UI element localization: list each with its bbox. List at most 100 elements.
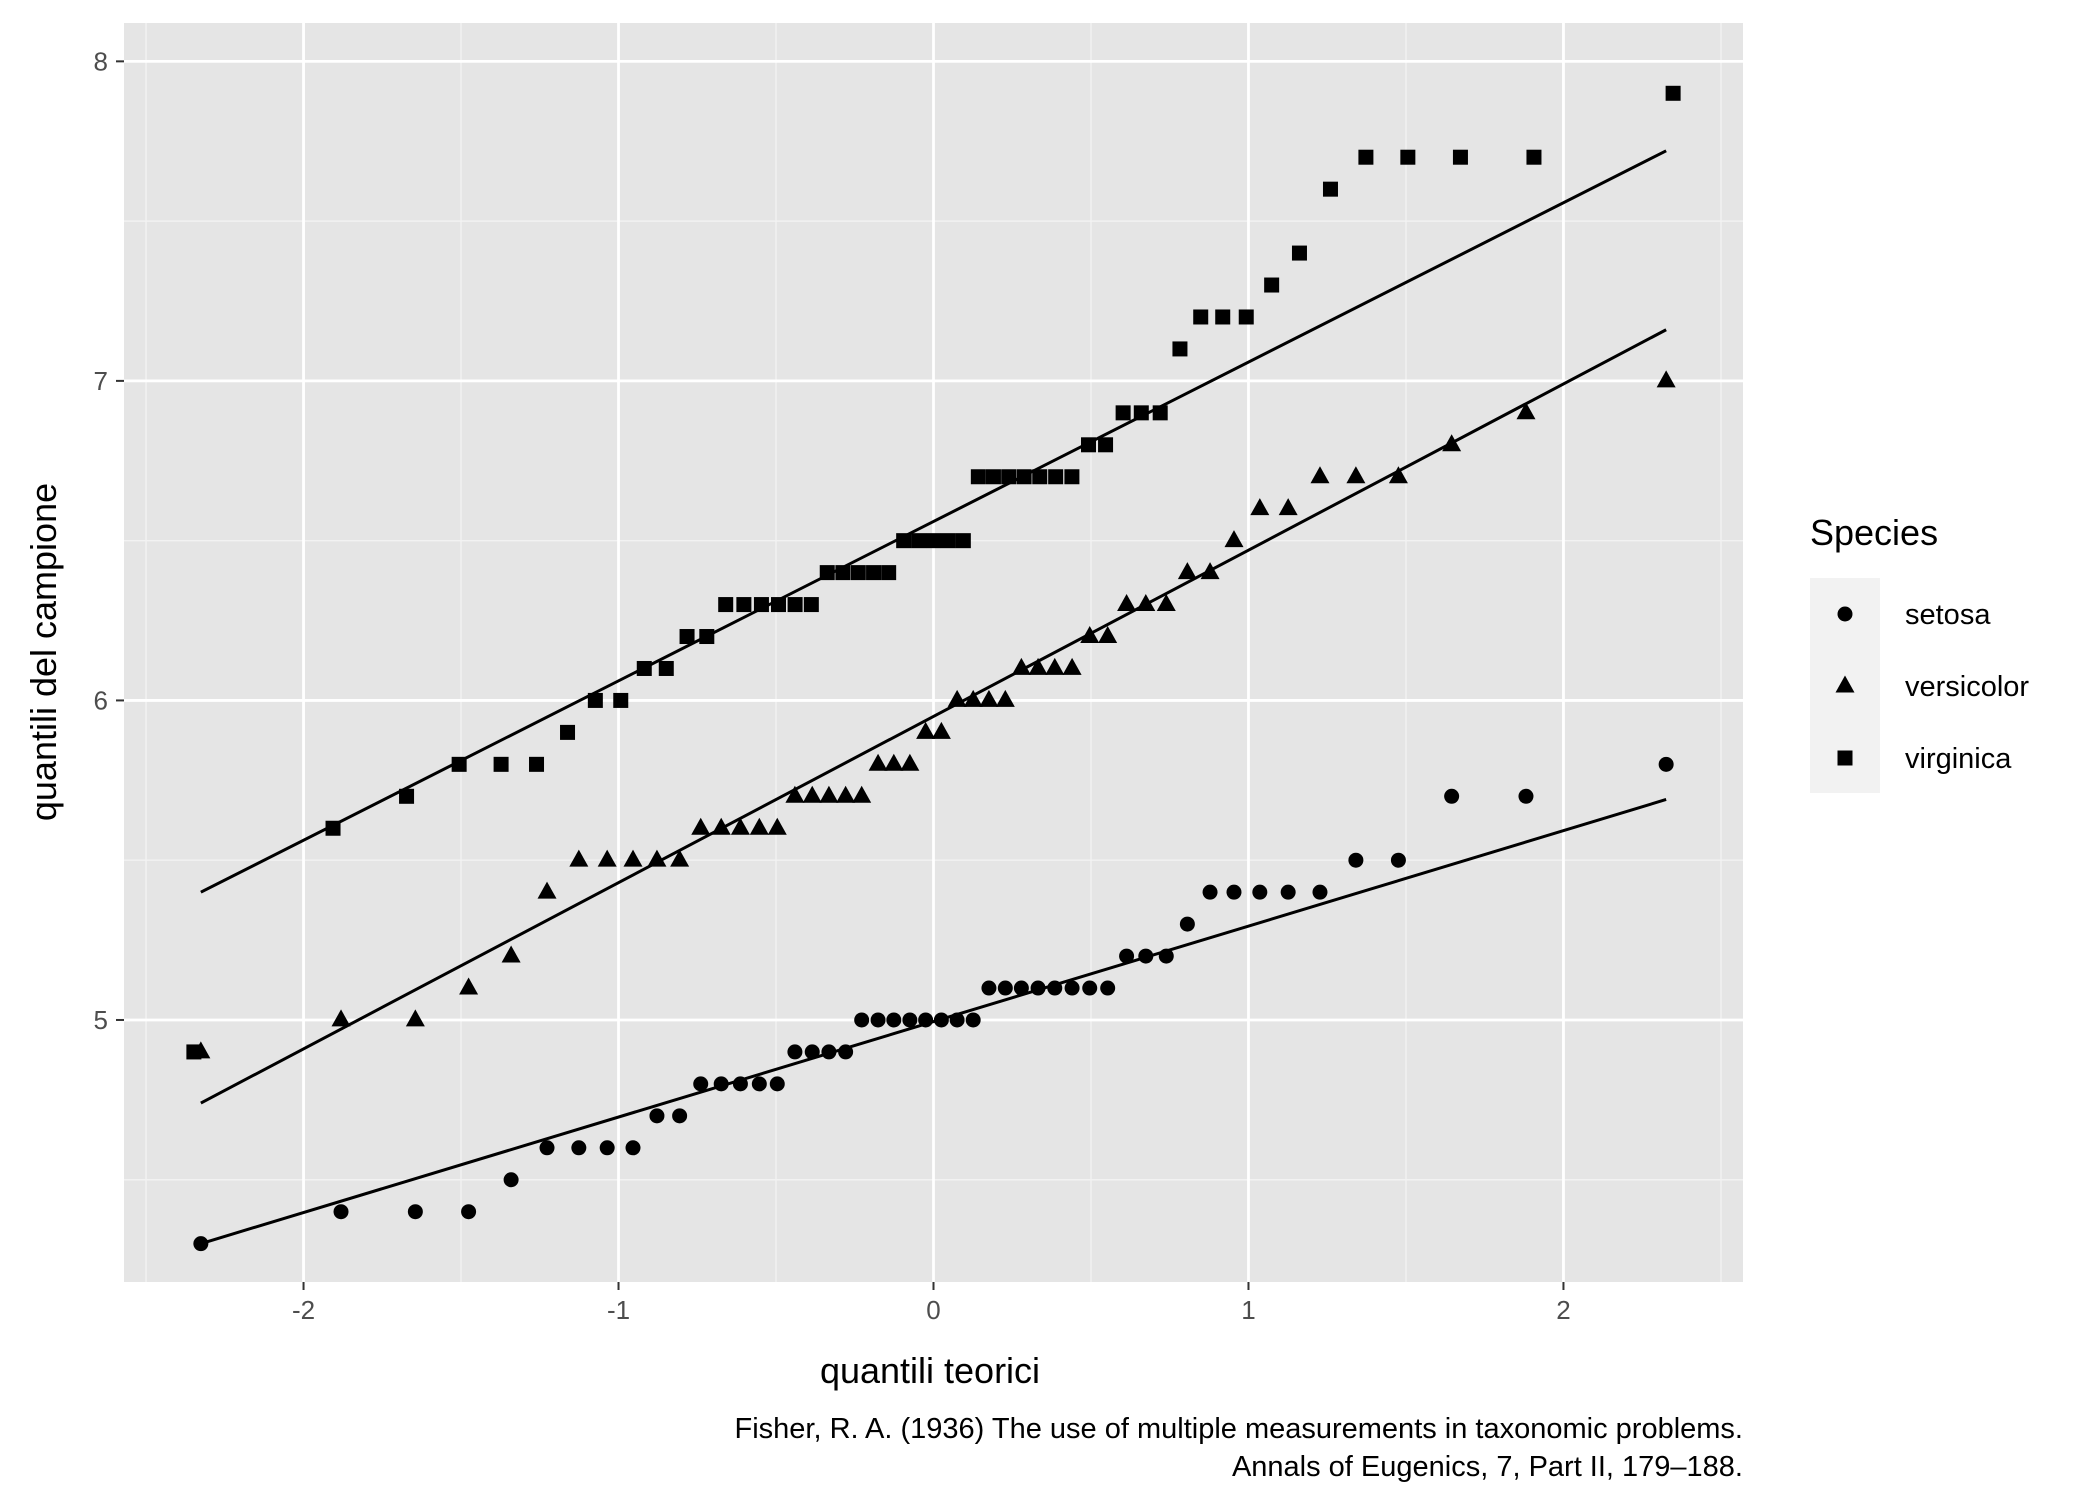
point-versicolor: [691, 817, 711, 835]
point-setosa: [854, 1012, 870, 1028]
point-setosa: [193, 1236, 209, 1252]
point-versicolor: [1011, 657, 1031, 675]
point-versicolor: [802, 785, 822, 803]
point-setosa: [571, 1140, 587, 1156]
point-setosa: [981, 980, 997, 996]
point-virginica: [970, 469, 986, 485]
point-versicolor: [331, 1009, 351, 1027]
point-setosa: [821, 1044, 837, 1060]
point-versicolor: [1080, 625, 1100, 643]
point-setosa: [649, 1108, 665, 1124]
point-versicolor: [852, 785, 872, 803]
point-virginica: [636, 660, 652, 676]
point-setosa: [870, 1012, 886, 1028]
point-virginica: [1215, 309, 1231, 325]
legend-key-versicolor: [1835, 675, 1855, 693]
point-virginica: [529, 756, 545, 772]
qq-line-versicolor: [200, 328, 1667, 1105]
point-versicolor: [597, 849, 617, 867]
point-virginica: [1048, 469, 1064, 485]
point-setosa: [599, 1140, 615, 1156]
point-versicolor: [711, 817, 731, 835]
qq-reference-lines: [200, 149, 1667, 1246]
point-versicolor: [670, 849, 690, 867]
point-versicolor: [647, 849, 667, 867]
point-versicolor: [1028, 657, 1048, 675]
x-tick-label: 0: [926, 1295, 940, 1325]
legend-key-setosa: [1837, 606, 1853, 622]
point-virginica: [1238, 309, 1254, 325]
point-virginica: [911, 533, 927, 549]
point-setosa: [886, 1012, 902, 1028]
point-virginica: [451, 756, 467, 772]
point-versicolor: [749, 817, 769, 835]
point-virginica: [940, 533, 956, 549]
point-virginica: [1193, 309, 1209, 325]
point-virginica: [1081, 437, 1097, 453]
point-versicolor: [1278, 498, 1298, 516]
point-versicolor: [1117, 594, 1137, 612]
point-virginica: [1064, 469, 1080, 485]
point-setosa: [1119, 948, 1135, 964]
point-versicolor: [1177, 562, 1197, 580]
point-virginica: [186, 1044, 202, 1060]
point-versicolor: [569, 849, 589, 867]
point-setosa: [1312, 884, 1328, 900]
y-tick-label: 8: [94, 46, 108, 76]
point-setosa: [902, 1012, 918, 1028]
point-versicolor: [819, 785, 839, 803]
point-versicolor: [1388, 466, 1408, 484]
point-virginica: [1098, 437, 1114, 453]
point-versicolor: [1136, 594, 1156, 612]
major-gridlines: [124, 23, 1743, 1282]
legend-key-virginica: [1837, 750, 1853, 766]
qq-line-virginica: [200, 149, 1667, 894]
point-virginica: [325, 820, 341, 836]
point-versicolor: [947, 689, 967, 707]
point-virginica: [1172, 341, 1188, 357]
point-virginica: [1322, 181, 1338, 197]
point-setosa: [1030, 980, 1046, 996]
point-setosa: [1179, 916, 1195, 932]
point-virginica: [803, 597, 819, 613]
point-setosa: [1158, 948, 1174, 964]
point-virginica: [819, 565, 835, 581]
point-setosa: [1138, 948, 1154, 964]
point-virginica: [866, 565, 882, 581]
point-virginica: [835, 565, 851, 581]
point-setosa: [1064, 980, 1080, 996]
point-setosa: [1444, 788, 1460, 804]
point-virginica: [1665, 85, 1681, 101]
point-setosa: [732, 1076, 748, 1092]
x-tick-label: -2: [292, 1295, 315, 1325]
x-tick-label: 1: [1241, 1295, 1255, 1325]
y-tick-label: 5: [94, 1005, 108, 1035]
x-axis-title: quantili teorici: [820, 1350, 1040, 1391]
point-setosa: [1047, 980, 1063, 996]
y-axis: 5 6 7 8: [94, 46, 124, 1035]
point-setosa: [713, 1076, 729, 1092]
point-virginica: [1400, 149, 1416, 165]
point-versicolor: [730, 817, 750, 835]
point-versicolor: [1200, 562, 1220, 580]
point-virginica: [1291, 245, 1307, 261]
point-virginica: [1115, 405, 1131, 421]
point-versicolor: [1098, 625, 1118, 643]
point-setosa: [1082, 980, 1098, 996]
legend: Species setosa versicolor virginica: [1810, 512, 2029, 793]
point-virginica: [658, 660, 674, 676]
point-virginica: [699, 629, 715, 645]
point-virginica: [679, 629, 695, 645]
point-versicolor: [1045, 657, 1065, 675]
point-virginica: [787, 597, 803, 613]
legend-title: Species: [1810, 512, 1938, 553]
point-virginica: [613, 692, 629, 708]
point-setosa: [933, 1012, 949, 1028]
point-versicolor: [1224, 530, 1244, 548]
point-setosa: [333, 1204, 349, 1220]
point-versicolor: [1250, 498, 1270, 516]
point-virginica: [1001, 469, 1017, 485]
point-virginica: [926, 533, 941, 549]
legend-label-virginica: virginica: [1905, 743, 2012, 775]
